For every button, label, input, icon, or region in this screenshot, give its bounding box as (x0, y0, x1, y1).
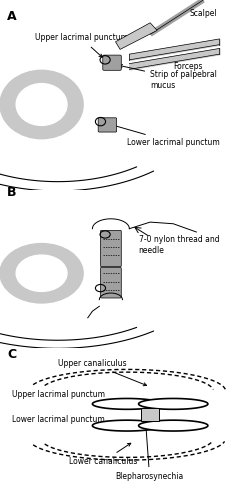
Circle shape (16, 84, 67, 126)
Text: Scalpel: Scalpel (189, 9, 217, 18)
Text: Lower lacrimal punctum: Lower lacrimal punctum (12, 415, 116, 426)
Text: Lower canaliculus: Lower canaliculus (69, 443, 138, 466)
Circle shape (16, 255, 67, 292)
Text: Upper canaliculus: Upper canaliculus (58, 359, 146, 386)
Polygon shape (116, 23, 157, 50)
Circle shape (0, 244, 83, 303)
Polygon shape (92, 398, 162, 409)
Text: Lower lacrimal punctum: Lower lacrimal punctum (104, 122, 220, 147)
Text: Strip of palpebral
mucus: Strip of palpebral mucus (119, 64, 217, 90)
FancyBboxPatch shape (100, 268, 121, 298)
Text: A: A (7, 10, 17, 22)
FancyBboxPatch shape (103, 55, 121, 70)
Text: Blepharosynechia: Blepharosynechia (116, 425, 184, 481)
Bar (141, 408, 159, 421)
Text: Upper lacrimal punctum: Upper lacrimal punctum (35, 34, 128, 57)
FancyBboxPatch shape (98, 118, 117, 132)
Text: C: C (7, 348, 16, 361)
Text: Upper lacrimal punctum: Upper lacrimal punctum (12, 390, 116, 404)
FancyBboxPatch shape (100, 230, 121, 266)
Polygon shape (139, 420, 208, 431)
Polygon shape (92, 420, 162, 431)
Polygon shape (139, 398, 208, 409)
Text: B: B (7, 186, 16, 199)
Text: 7-0 nylon thread and
needle: 7-0 nylon thread and needle (139, 236, 219, 255)
Circle shape (0, 70, 83, 138)
Text: Forceps: Forceps (173, 62, 203, 71)
